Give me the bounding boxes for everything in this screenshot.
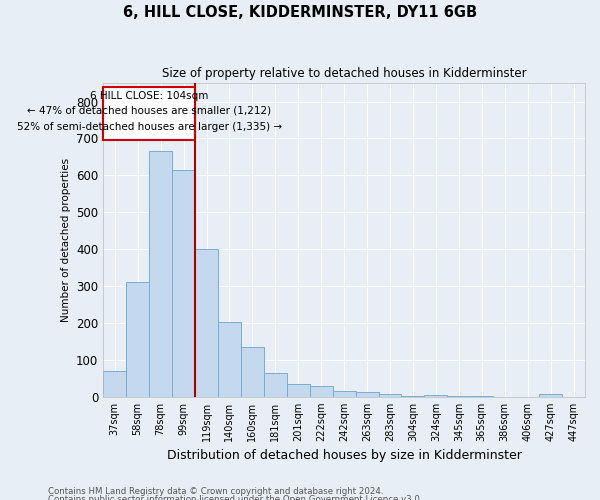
- FancyBboxPatch shape: [103, 86, 195, 141]
- Bar: [310, 386, 332, 397]
- Bar: [241, 347, 264, 397]
- Text: 6 HILL CLOSE: 104sqm: 6 HILL CLOSE: 104sqm: [90, 91, 208, 101]
- Bar: [287, 384, 310, 397]
- Bar: [103, 371, 126, 397]
- Bar: [218, 322, 241, 397]
- Bar: [379, 394, 401, 397]
- Text: Contains HM Land Registry data © Crown copyright and database right 2024.: Contains HM Land Registry data © Crown c…: [48, 487, 383, 496]
- Y-axis label: Number of detached properties: Number of detached properties: [61, 158, 71, 322]
- Bar: [332, 390, 356, 397]
- Bar: [356, 392, 379, 397]
- Bar: [539, 394, 562, 397]
- Bar: [448, 396, 470, 397]
- Text: 52% of semi-detached houses are larger (1,335) →: 52% of semi-detached houses are larger (…: [17, 122, 282, 132]
- Text: 6, HILL CLOSE, KIDDERMINSTER, DY11 6GB: 6, HILL CLOSE, KIDDERMINSTER, DY11 6GB: [123, 5, 477, 20]
- Bar: [424, 395, 448, 397]
- Text: ← 47% of detached houses are smaller (1,212): ← 47% of detached houses are smaller (1,…: [27, 106, 271, 116]
- Bar: [195, 249, 218, 397]
- Bar: [126, 282, 149, 397]
- Bar: [264, 373, 287, 397]
- Text: Contains public sector information licensed under the Open Government Licence v3: Contains public sector information licen…: [48, 496, 422, 500]
- Bar: [470, 396, 493, 397]
- Bar: [401, 396, 424, 397]
- Title: Size of property relative to detached houses in Kidderminster: Size of property relative to detached ho…: [162, 68, 526, 80]
- X-axis label: Distribution of detached houses by size in Kidderminster: Distribution of detached houses by size …: [167, 450, 521, 462]
- Bar: [172, 170, 195, 397]
- Bar: [149, 152, 172, 397]
